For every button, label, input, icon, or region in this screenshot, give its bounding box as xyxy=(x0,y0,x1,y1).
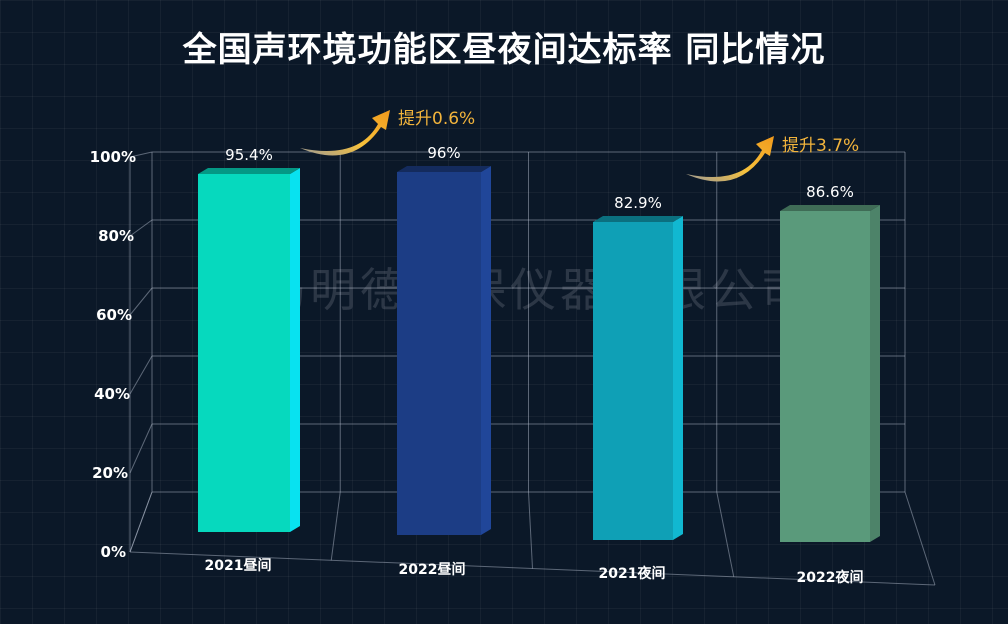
data-label: 86.6% xyxy=(806,183,854,201)
bar-side-face xyxy=(290,168,300,532)
growth-annotation: 提升0.6% xyxy=(398,109,475,129)
bar-side-face xyxy=(673,216,683,540)
grid-line xyxy=(129,219,153,237)
y-tick-label: 20% xyxy=(92,464,128,482)
grid-line xyxy=(129,287,153,316)
bar-front-face xyxy=(397,172,481,535)
growth-arrow xyxy=(300,110,390,156)
watermark-text: 青岛明德环保仪器有限公司 xyxy=(210,263,810,317)
y-axis: 0% 20% 40% 60% 80% 100% xyxy=(90,148,136,561)
grid-line xyxy=(129,423,153,474)
x-tick-label: 2021昼间 xyxy=(205,557,272,574)
x-axis: 2021昼间 2022昼间 2021夜间 2022夜间 xyxy=(205,557,864,586)
grid-line xyxy=(129,491,153,553)
bar xyxy=(780,205,880,542)
bar-top-face xyxy=(397,166,491,172)
bar-side-face xyxy=(481,166,491,535)
grid-line xyxy=(129,355,153,395)
y-tick-label: 100% xyxy=(90,148,136,166)
x-tick-label: 2022昼间 xyxy=(399,561,466,578)
value-labels: 95.4% 96% 82.9% 86.6% xyxy=(225,144,854,212)
bar xyxy=(198,168,300,532)
bar-top-face xyxy=(593,216,683,222)
bar-front-face xyxy=(198,174,290,532)
y-tick-label: 0% xyxy=(101,543,126,561)
annotations: 提升0.6% 提升3.7% xyxy=(300,109,859,182)
arrow-up-icon xyxy=(300,110,390,156)
data-label: 96% xyxy=(427,144,460,162)
bar-top-face xyxy=(198,168,300,174)
floor-front-edge xyxy=(129,551,936,586)
bars xyxy=(198,166,880,542)
grid-line xyxy=(716,491,735,577)
bar-side-face xyxy=(870,205,880,542)
data-label: 95.4% xyxy=(225,146,273,164)
bar-front-face xyxy=(593,222,673,540)
x-tick-label: 2021夜间 xyxy=(599,565,666,582)
grid-line xyxy=(528,491,533,569)
data-label: 82.9% xyxy=(614,194,662,212)
y-tick-label: 40% xyxy=(94,385,130,403)
y-tick-label: 60% xyxy=(96,306,132,324)
bar-top-face xyxy=(780,205,880,211)
grid-line xyxy=(904,491,936,586)
watermark-layer: 青岛明德环保仪器有限公司 xyxy=(210,263,810,317)
chart-title: 全国声环境功能区昼夜间达标率 同比情况 xyxy=(182,30,826,70)
bar xyxy=(593,216,683,540)
growth-annotation: 提升3.7% xyxy=(782,136,859,156)
y-tick-label: 80% xyxy=(98,227,134,245)
bar-front-face xyxy=(780,211,870,542)
arrow-up-icon xyxy=(686,136,774,182)
grid-line xyxy=(129,491,153,553)
grid-line xyxy=(330,491,341,561)
x-tick-label: 2022夜间 xyxy=(797,569,864,586)
growth-arrow xyxy=(686,136,774,182)
grid-line xyxy=(129,151,153,158)
bar xyxy=(397,166,491,535)
